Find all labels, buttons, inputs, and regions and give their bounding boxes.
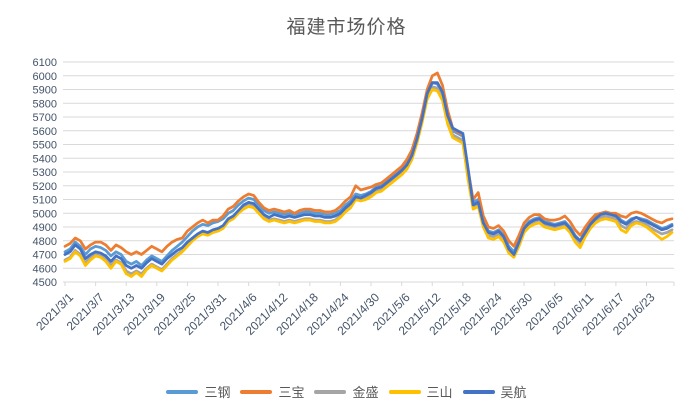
legend-label-三钢: 三钢 (204, 385, 231, 400)
y-axis-tick-label: 5700 (33, 112, 57, 124)
y-axis-tick-label: 6100 (33, 57, 57, 69)
legend-label-金盛: 金盛 (352, 385, 379, 400)
legend-item-吴航: 吴航 (462, 382, 527, 401)
y-axis-tick-label: 5200 (33, 181, 57, 193)
legend-label-三山: 三山 (426, 385, 453, 400)
y-axis-tick-label: 4900 (33, 222, 57, 234)
y-axis-tick-label: 5000 (33, 208, 57, 220)
series-line-三山 (63, 88, 674, 278)
legend-item-三钢: 三钢 (166, 382, 230, 401)
legend-swatch-金盛 (314, 389, 347, 394)
legend-swatch-吴航 (462, 389, 495, 394)
chart-legend: 三钢 三宝 金盛 三山 吴航 (0, 382, 693, 401)
y-axis-tick-label: 4600 (33, 263, 57, 275)
y-axis-tick-label: 6000 (33, 71, 57, 83)
y-axis-tick-label: 5100 (33, 195, 57, 207)
y-axis-tick-label: 5900 (33, 85, 57, 97)
y-axis-tick-label: 5300 (33, 167, 57, 179)
legend-swatch-三宝 (240, 389, 273, 394)
legend-swatch-三山 (388, 389, 421, 394)
legend-swatch-三钢 (166, 389, 199, 394)
legend-item-金盛: 金盛 (314, 382, 379, 401)
legend-label-三宝: 三宝 (278, 385, 305, 400)
y-axis-tick-label: 5500 (33, 140, 57, 152)
chart-title: 福建市场价格 (286, 17, 407, 38)
legend-item-三山: 三山 (388, 382, 453, 401)
y-axis-tick-label: 5800 (33, 98, 57, 110)
y-axis-tick-label: 4700 (33, 250, 57, 262)
legend-label-吴航: 吴航 (500, 385, 527, 400)
series-line-三宝 (63, 71, 674, 256)
series-line-吴航 (63, 81, 674, 270)
y-axis-tick-label: 4500 (33, 277, 57, 289)
y-axis-tick-label: 5600 (33, 126, 57, 138)
y-axis-tick-label: 4800 (33, 236, 57, 248)
legend-item-三宝: 三宝 (240, 382, 304, 401)
y-axis-tick-label: 5400 (33, 153, 57, 165)
